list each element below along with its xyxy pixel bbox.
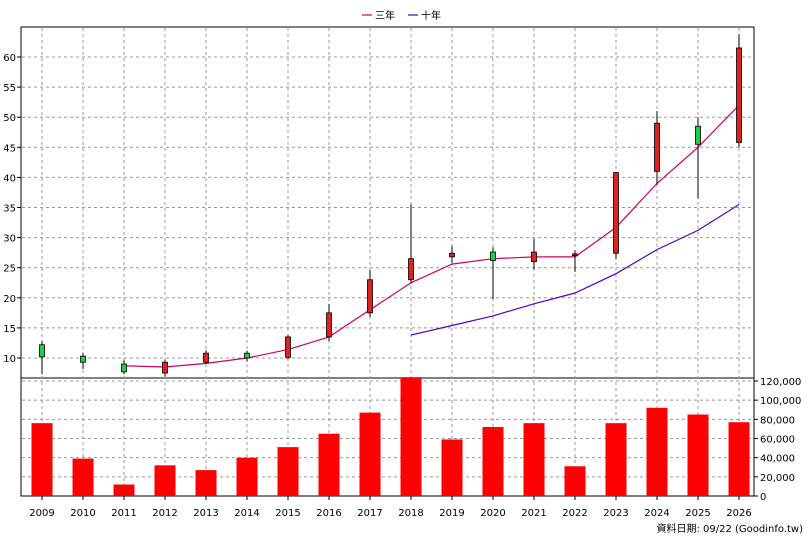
volume-bar	[400, 377, 422, 496]
volume-bar	[564, 466, 586, 496]
volume-bar	[31, 423, 53, 496]
volume-tick-label: 20,000	[760, 473, 795, 484]
year-tick-label: 2026	[726, 508, 751, 519]
volume-bar	[523, 423, 545, 496]
volume-bar	[646, 407, 668, 496]
volume-tick-label: 60,000	[760, 435, 795, 446]
year-tick-label: 2009	[29, 508, 54, 519]
candle-body	[285, 336, 291, 358]
year-tick-label: 2016	[316, 508, 341, 519]
legend-ma10-label: 十年	[421, 9, 441, 22]
price-tick-label: 45	[3, 143, 16, 154]
volume-bar	[687, 414, 709, 496]
year-tick-label: 2015	[275, 508, 300, 519]
year-tick-label: 2014	[234, 508, 259, 519]
volume-tick-label: 40,000	[760, 454, 795, 465]
grid-lines	[22, 28, 753, 495]
candlesticks	[39, 34, 742, 377]
volume-bar	[605, 423, 627, 496]
volume-bar	[441, 439, 463, 496]
footer-source: 資料日期: 09/22 (Goodinfo.tw)	[656, 522, 803, 535]
volume-bar	[482, 427, 504, 496]
volume-bar	[277, 447, 299, 496]
price-tick-label: 20	[3, 294, 16, 305]
year-tick-label: 2017	[357, 508, 382, 519]
year-tick-label: 2025	[685, 508, 710, 519]
price-tick-label: 30	[3, 234, 16, 245]
year-axis: 2009 2010 2011 2012 2013 2014 2015 2016 2017 2018…	[29, 496, 752, 519]
year-tick-label: 2013	[193, 508, 218, 519]
volume-bar	[195, 470, 217, 496]
candle-body	[162, 361, 168, 374]
volume-bars	[31, 377, 750, 496]
candle-body	[326, 312, 332, 338]
volume-bar	[72, 458, 94, 496]
legend-ma3-label: 三年	[375, 9, 395, 22]
year-tick-label: 2020	[480, 508, 505, 519]
price-tick-label: 35	[3, 204, 16, 215]
price-tick-label: 10	[3, 354, 16, 365]
price-tick-label: 15	[3, 324, 16, 335]
price-tick-label: 25	[3, 264, 16, 275]
year-tick-label: 2024	[644, 508, 669, 519]
candle-body	[613, 172, 619, 254]
volume-bar	[728, 422, 750, 496]
volume-tick-label: 0	[760, 492, 766, 503]
volume-tick-label: 80,000	[760, 415, 795, 426]
candle-body	[490, 251, 496, 261]
year-tick-label: 2019	[439, 508, 464, 519]
candle-body	[572, 253, 578, 257]
candle-body	[367, 279, 373, 314]
ma10-line	[410, 203, 740, 336]
candle-body	[408, 258, 414, 281]
candle-body	[203, 352, 209, 363]
moving-average-lines	[123, 104, 740, 368]
price-tick-label: 60	[3, 53, 16, 64]
candle-body	[654, 122, 660, 172]
price-tick-label: 50	[3, 113, 16, 124]
candle-body	[695, 125, 701, 145]
year-tick-label: 2011	[111, 508, 136, 519]
ma3-line	[123, 104, 740, 368]
year-tick-label: 2022	[562, 508, 587, 519]
year-tick-label: 2018	[398, 508, 423, 519]
candle-body	[39, 344, 45, 358]
chart-frame	[20, 26, 755, 497]
year-tick-label: 2023	[603, 508, 628, 519]
candle-body	[121, 363, 127, 373]
candle-body	[531, 251, 537, 263]
candle-body	[449, 252, 455, 258]
price-tick-label: 40	[3, 173, 16, 184]
candle-body	[80, 355, 86, 363]
volume-bar	[154, 465, 176, 496]
volume-tick-label: 120,000	[760, 377, 801, 388]
candle-body	[244, 352, 250, 359]
price-axis: 10 15 20 25 30 35 40 45 50 55 60	[3, 53, 21, 365]
volume-tick-label: 100,000	[760, 396, 801, 407]
volume-bar	[236, 457, 258, 496]
legend: 三年 十年	[362, 9, 441, 22]
price-tick-label: 55	[3, 83, 16, 94]
volume-axis: 0 20,000 40,000 60,000 80,000 100,000 120,000	[754, 377, 801, 503]
volume-bar	[113, 484, 135, 496]
year-tick-label: 2021	[521, 508, 546, 519]
year-tick-label: 2012	[152, 508, 177, 519]
volume-bar	[359, 412, 381, 496]
volume-bar	[318, 433, 340, 496]
candle-body	[736, 47, 742, 143]
year-tick-label: 2010	[70, 508, 95, 519]
